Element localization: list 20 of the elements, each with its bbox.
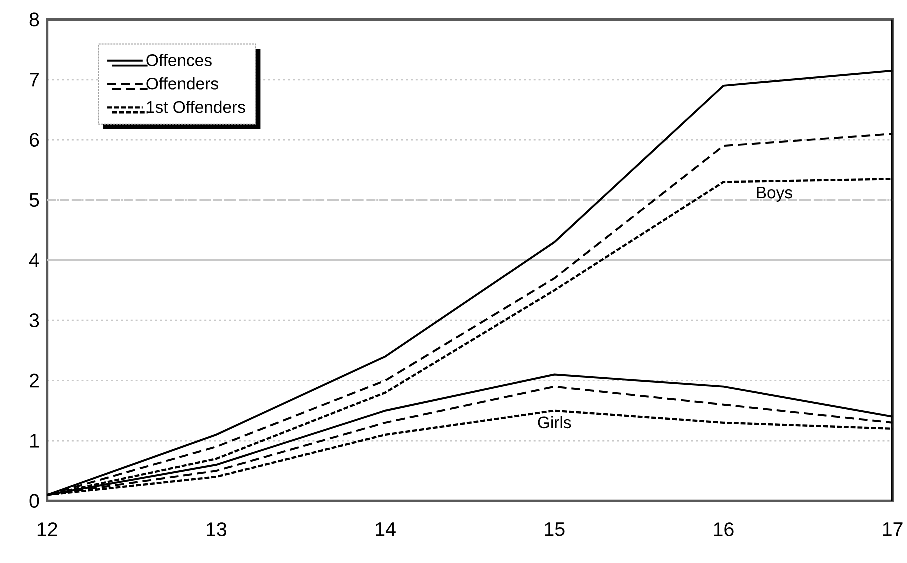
y-tick-label: 2 <box>30 374 39 388</box>
legend-label: Offenders <box>146 77 218 90</box>
x-tick-label: 14 <box>376 522 396 536</box>
legend-label: Offences <box>146 54 212 66</box>
annotation: Boys <box>757 186 792 202</box>
annotation: Girls <box>538 416 572 428</box>
x-tick-label: 17 <box>883 522 903 536</box>
y-tick-label: 6 <box>30 132 40 147</box>
y-tick-label: 0 <box>30 494 40 508</box>
y-tick-label: 4 <box>29 254 40 268</box>
y-tick-label: 7 <box>30 73 39 87</box>
x-tick-label: 12 <box>38 522 58 536</box>
y-tick-label: 1 <box>30 434 39 448</box>
x-tick-label: 15 <box>545 522 565 536</box>
x-tick-label: 13 <box>207 522 227 536</box>
y-tick-label: 8 <box>30 12 40 27</box>
x-tick-label: 16 <box>714 522 734 536</box>
y-tick-label: 3 <box>30 314 40 328</box>
legend-label: 1st Offenders <box>147 100 246 114</box>
y-tick-label: 5 <box>30 193 40 207</box>
